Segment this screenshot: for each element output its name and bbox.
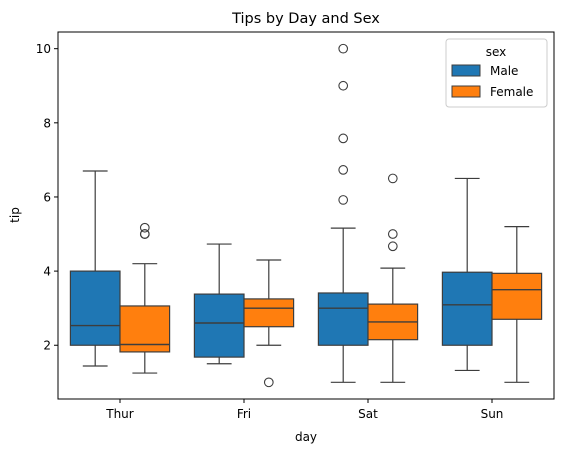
chart-title: Tips by Day and Sex [231, 11, 380, 27]
axes-frame [57, 31, 555, 400]
box-iqr [441, 271, 493, 346]
legend-title: sex [486, 45, 507, 59]
box-iqr [491, 272, 543, 320]
box-male-thur [69, 170, 121, 367]
outlier-point [338, 43, 349, 54]
y-tick-label: 10 [36, 42, 51, 56]
legend-item-female: Female [451, 85, 533, 99]
x-axis-label: day [295, 430, 317, 444]
legend-swatch [451, 64, 481, 77]
outlier-point [338, 195, 349, 205]
outlier-point [338, 133, 349, 144]
y-axis-label: tip [8, 207, 22, 223]
y-tick-label: 2 [43, 339, 51, 353]
y-tick-label: 6 [43, 190, 51, 204]
y-tick-label: 8 [43, 116, 51, 130]
legend-item-male: Male [451, 64, 518, 78]
x-tick-label: Sun [481, 407, 504, 421]
y-axis: 2 4 6 8 10 [36, 42, 58, 353]
box-male-sun [441, 177, 493, 372]
outlier-point [338, 80, 349, 91]
box-iqr [193, 293, 245, 358]
box-female-sun [491, 226, 543, 383]
legend: sex Male Female [445, 38, 548, 108]
legend-label: Female [490, 85, 533, 99]
outlier-point [139, 229, 150, 239]
outlier-point [338, 165, 349, 175]
x-tick-label: Sat [358, 407, 378, 421]
box-iqr [69, 270, 121, 346]
box-iqr [243, 298, 295, 328]
outlier-point [263, 377, 274, 388]
outlier-point [387, 229, 398, 239]
outlier-point [387, 241, 398, 252]
box-iqr [317, 292, 369, 346]
box-female-thur [119, 222, 171, 374]
box-male-sat [317, 43, 369, 383]
y-tick-label: 4 [43, 265, 51, 279]
box-female-sat [367, 173, 419, 383]
legend-swatch [451, 85, 481, 98]
box-female-fri [243, 259, 295, 388]
outlier-point [139, 222, 150, 233]
x-axis: Thur Fri Sat Sun [105, 399, 503, 421]
x-tick-label: Fri [237, 407, 251, 421]
outlier-point [387, 173, 398, 184]
box-male-fri [193, 243, 245, 365]
x-tick-label: Thur [105, 407, 134, 421]
legend-label: Male [490, 64, 518, 78]
plot-area [69, 43, 543, 388]
